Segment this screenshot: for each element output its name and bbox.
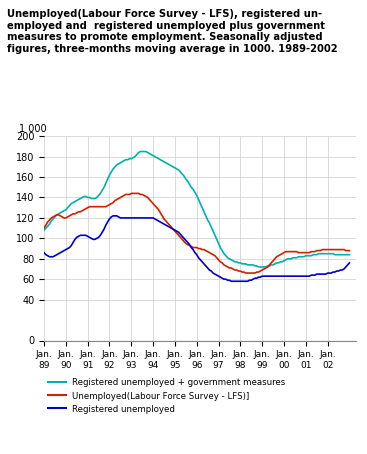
Text: 1 000: 1 000 — [19, 124, 47, 134]
Legend: Registered unemployed + government measures, Unemployed(Labour Force Survey - LF: Registered unemployed + government measu… — [48, 378, 286, 414]
Text: Unemployed(Labour Force Survey - LFS), registered un-
employed and  registered u: Unemployed(Labour Force Survey - LFS), r… — [7, 9, 338, 54]
